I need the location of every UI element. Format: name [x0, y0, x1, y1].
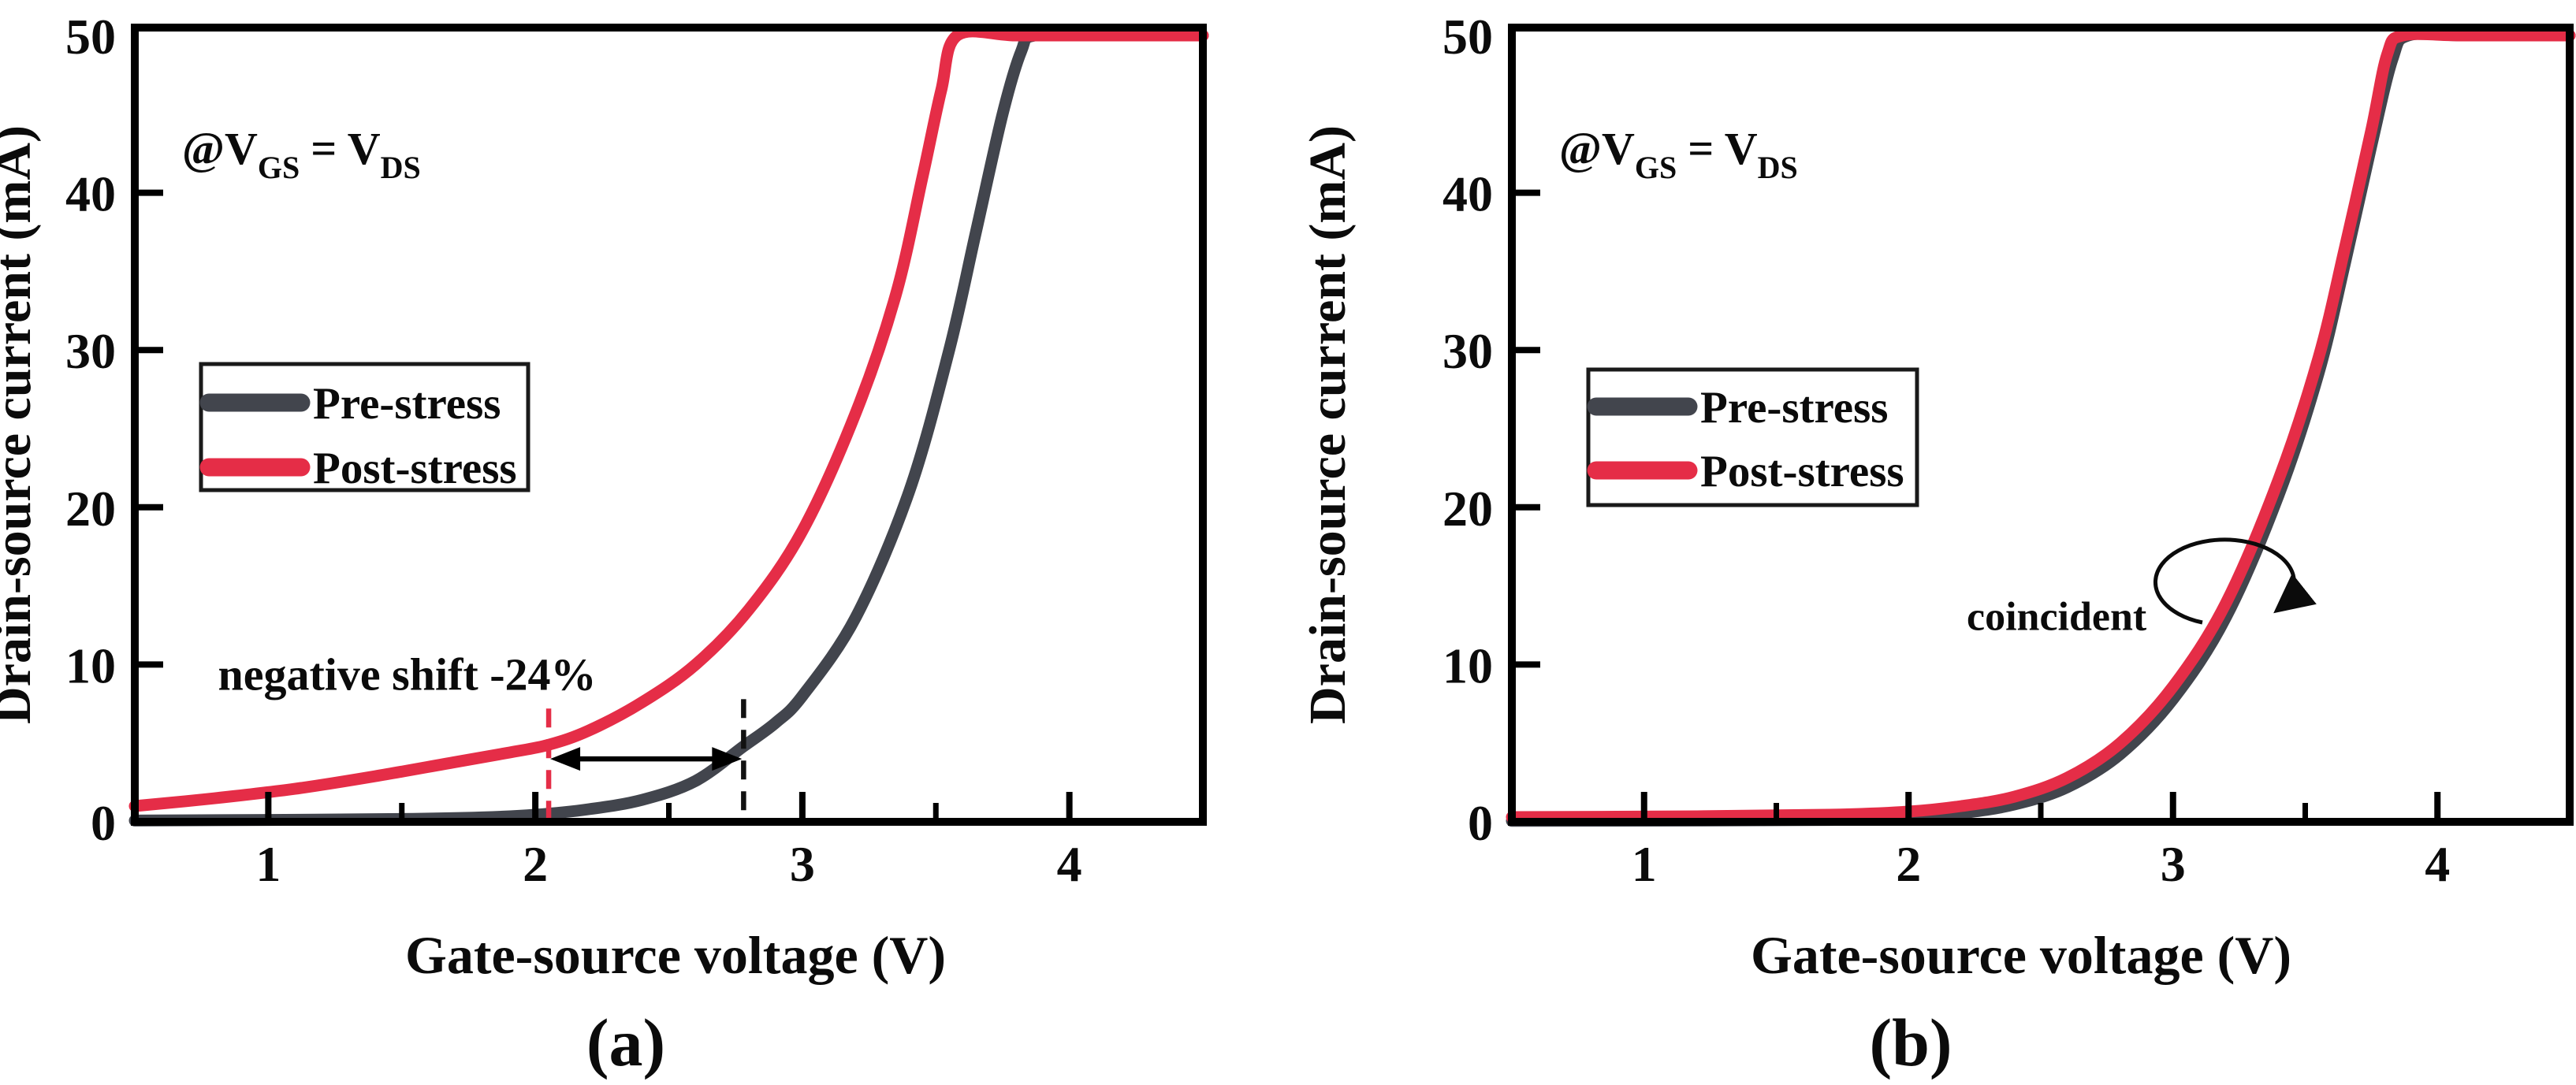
panel-caption: (b)	[1869, 1005, 1952, 1080]
y-tick-label: 10	[1442, 637, 1493, 693]
y-tick-label: 0	[1468, 795, 1493, 851]
x-tick-label: 2	[1896, 836, 1921, 892]
x-axis-label: Gate-source voltage (V)	[1751, 925, 2291, 985]
x-tick-label: 4	[2425, 836, 2450, 892]
y-axis-label: Drain-source current (mA)	[0, 125, 42, 724]
bias-condition-prefix: @V	[1559, 123, 1635, 174]
bias-condition-sub-ds: DS	[381, 150, 421, 185]
legend-entry-label: Pre-stress	[313, 379, 501, 429]
panel-a: negative shift -24% 0 10 20 30 40 50 1 2 3 4 Gate-s…	[0, 9, 1209, 1080]
x-tick-label: 3	[2161, 836, 2186, 892]
y-axis-label: Drain-source current (mA)	[1299, 125, 1357, 724]
x-tick-label: 1	[255, 836, 281, 892]
post-stress-curve-a	[128, 25, 1209, 812]
panel-b: coincident 0 10 20 30 40 50 1 2 3 4 Gate-source vol…	[1288, 0, 2576, 1085]
y-tick-label: 0	[91, 795, 116, 851]
shift-arrowhead-right	[712, 747, 743, 771]
legend-entry-label: Post-stress	[1700, 447, 1904, 496]
x-tick-label: 3	[790, 836, 815, 892]
panel-caption: (a)	[586, 1005, 665, 1080]
y-tick-label: 40	[65, 166, 116, 222]
y-tick-label: 20	[65, 481, 116, 537]
y-tick-label: 40	[1442, 166, 1493, 222]
coincident-loop-arrow	[2153, 537, 2317, 625]
bias-condition-label: @VGS = VDS	[182, 123, 421, 185]
bias-condition-sub-ds: DS	[1758, 150, 1798, 185]
bias-condition-prefix: @V	[182, 123, 258, 174]
bias-condition-sub-gs: GS	[258, 150, 300, 185]
x-tick-label: 1	[1632, 836, 1657, 892]
shift-annotation-label: negative shift -24%	[218, 648, 596, 700]
coincident-annotation-label: coincident	[1967, 594, 2147, 639]
x-tick-label: 4	[1057, 836, 1082, 892]
panel-b-chart: coincident 0 10 20 30 40 50 1 2 3 4 Gate-source vol…	[1299, 9, 2576, 1080]
bias-condition-label: @VGS = VDS	[1559, 123, 1798, 185]
post-stress-curve-b	[1506, 28, 2576, 823]
legend-entry-label: Pre-stress	[1700, 383, 1888, 433]
plot-frame-b	[1508, 24, 2574, 826]
y-tick-label: 30	[1442, 323, 1493, 379]
panel-a-chart: negative shift -24% 0 10 20 30 40 50 1 2 3 4 Gate-s…	[0, 9, 1209, 1080]
y-tick-label: 30	[65, 323, 116, 379]
bias-condition-sub-gs: GS	[1635, 150, 1677, 185]
bias-condition-equals: = V	[311, 123, 381, 174]
x-tick-label: 2	[523, 836, 548, 892]
legend-box	[1586, 367, 1919, 507]
plot-frame-a	[131, 24, 1207, 826]
y-tick-label: 10	[65, 637, 116, 693]
shift-arrowhead-left	[550, 747, 581, 771]
y-tick-label: 50	[65, 9, 116, 65]
y-tick-label: 50	[1442, 9, 1493, 65]
legend-entry-label: Post-stress	[313, 444, 517, 493]
x-axis-label: Gate-source voltage (V)	[405, 925, 946, 985]
bias-condition-equals: = V	[1688, 123, 1758, 174]
y-tick-label: 20	[1442, 481, 1493, 537]
